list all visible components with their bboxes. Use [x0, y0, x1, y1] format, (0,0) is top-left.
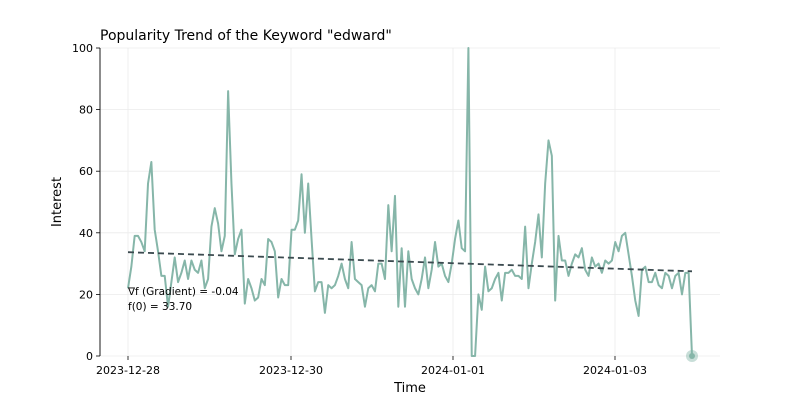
- grid: [100, 47, 720, 357]
- y-tick-label: 20: [79, 288, 93, 301]
- y-tick-label: 40: [79, 227, 93, 240]
- intercept-annotation: f(0) = 33.70: [128, 301, 192, 313]
- y-tick-label: 0: [86, 350, 93, 363]
- y-axis-label: Interest: [50, 177, 65, 227]
- series-layer: [127, 47, 698, 362]
- y-tick-label: 100: [72, 42, 93, 55]
- axes: 0 20 40 60 80 100 2023-12-28 2023-12-30 2024-01-…: [72, 42, 647, 377]
- x-tick-label: 2024-01-01: [421, 364, 485, 377]
- y-tick-label: 60: [79, 165, 93, 178]
- gradient-annotation: ∇f (Gradient) = -0.04: [127, 286, 239, 298]
- x-tick-label: 2023-12-30: [259, 364, 323, 377]
- interest-series-line: [127, 47, 693, 357]
- x-tick-label: 2024-01-03: [583, 364, 647, 377]
- chart-title: Popularity Trend of the Keyword "edward": [100, 28, 392, 44]
- trend-line: [127, 251, 693, 273]
- x-axis-label: Time: [393, 381, 426, 396]
- y-tick-label: 80: [79, 104, 93, 117]
- x-tick-label: 2023-12-28: [96, 364, 160, 377]
- last-point-marker: [689, 353, 695, 359]
